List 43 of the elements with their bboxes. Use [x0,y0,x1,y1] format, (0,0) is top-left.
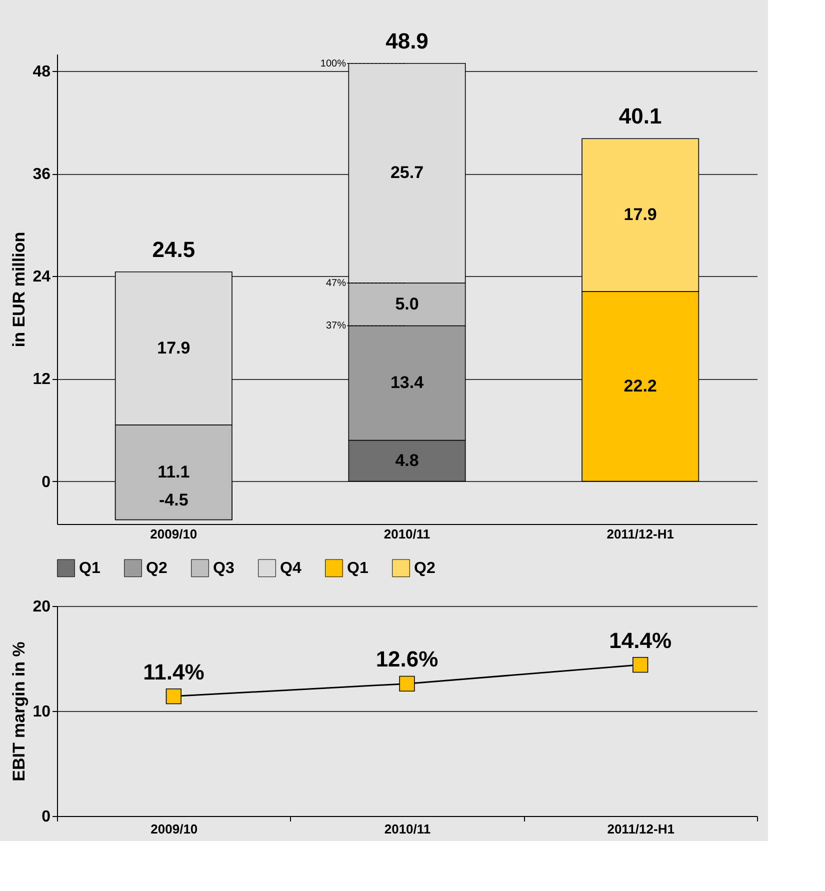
legend-label: Q3 [213,560,234,578]
data-label: 11.4% [143,659,204,684]
data-label: 17.9 [624,205,657,224]
x-tick-label: 2011/12-H1 [607,822,674,836]
annotation: 37% [326,320,346,332]
data-label: 11.1 [158,462,190,482]
y-tick-label: 10 [32,704,51,720]
data-label: 25.7 [390,163,424,182]
y-axis-title: EBIT margin in % [10,642,29,782]
data-label: 5.0 [395,294,419,314]
total-label: 24.5 [152,236,196,262]
legend-label: Q2 [414,560,436,578]
y-tick-label: 24 [32,268,51,286]
legend-label: Q1 [347,560,368,578]
legend-label: Q1 [79,560,100,578]
data-label: 4.8 [395,450,419,470]
y-tick-label: 48 [32,64,51,81]
data-label: 17.9 [157,338,190,358]
legend-label: Q2 [146,560,168,578]
data-label: -4.5 [159,490,188,510]
total-label: 40.1 [618,104,662,129]
annotation: 100% [320,58,346,70]
data-label: 14.4% [609,628,672,653]
x-tick-label: 2010/11 [384,822,431,836]
total-label: 48.9 [386,28,428,54]
point [632,656,648,673]
y-tick-label: 36 [32,166,51,184]
y-tick-label: 20 [32,598,51,616]
x-tick-label: 2010/11 [384,526,430,542]
point [399,676,415,692]
point [166,688,182,704]
x-tick-label: 2011/12-H1 [606,526,674,542]
legend-label: Q4 [280,560,302,578]
data-label: 13.4 [390,373,424,392]
y-tick-label: 12 [32,371,51,388]
y-tick-label: 0 [42,474,51,491]
data-label: 22.2 [624,376,657,396]
annotation: 47% [326,278,346,290]
x-tick-label: 2009/10 [150,526,198,542]
data-label: 12.6% [376,646,438,672]
x-tick-label: 2009/10 [150,822,198,836]
y-axis-title: in EUR million [10,232,29,348]
y-tick-label: 0 [42,808,51,826]
